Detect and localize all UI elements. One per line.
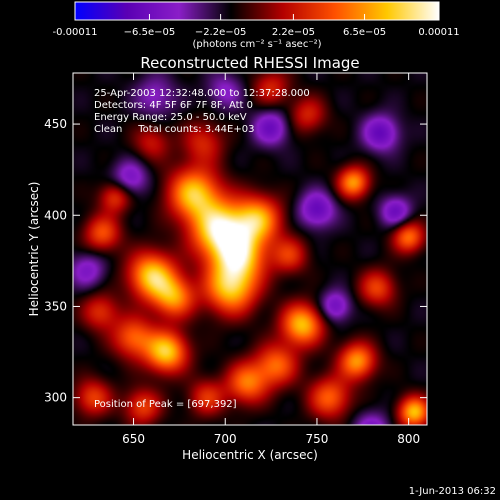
colorbar	[74, 1, 440, 21]
y-axis-ticks: 300 350 400 450	[44, 117, 427, 405]
heatmap-canvas	[73, 73, 427, 425]
colorbar-ticks: -0.00011 −6.5e−05 −2.2e−05 2.2e−05 6.5e−05 0.…	[53, 14, 460, 38]
y-axis-label: Heliocentric Y (arcsec)	[27, 182, 41, 317]
x-axis-label: Heliocentric X (arcsec)	[182, 448, 318, 462]
colorbar-tick-label: 0.00011	[418, 27, 459, 38]
colorbar-tick-label: −2.2e−05	[195, 27, 247, 38]
x-tick-label: 800	[397, 432, 420, 446]
plot-frame	[72, 72, 428, 426]
image-area	[72, 72, 428, 426]
colorbar-tick-label: -0.00011	[53, 27, 98, 38]
annotation-time-range: 25-Apr-2003 12:32:48.000 to 12:37:28.000	[94, 88, 310, 99]
annotation-detectors: Detectors: 4F 5F 6F 7F 8F, Att 0	[94, 100, 253, 111]
colorbar-unit-label: (photons cm⁻² s⁻¹ asec⁻²)	[192, 39, 321, 50]
y-tick-label: 350	[44, 299, 67, 313]
chart-title: Reconstructed RHESSI Image	[140, 54, 359, 72]
annotation-method-counts: Clean Total counts: 3.44E+03	[94, 124, 254, 135]
colorbar-tick-label: 6.5e−05	[343, 27, 386, 38]
colorbar-tick-label: −6.5e−05	[124, 27, 176, 38]
annotation-energy-range: Energy Range: 25.0 - 50.0 keV	[94, 112, 247, 123]
x-tick-label: 700	[214, 432, 237, 446]
x-tick-label: 750	[305, 432, 328, 446]
y-tick-label: 300	[44, 391, 67, 405]
peak-position-label: Position of Peak = [697,392]	[94, 399, 237, 410]
annotation-block: 25-Apr-2003 12:32:48.000 to 12:37:28.000…	[94, 88, 310, 135]
x-tick-label: 650	[122, 432, 145, 446]
colorbar-tick-label: 2.2e−05	[272, 27, 315, 38]
y-tick-label: 400	[44, 208, 67, 222]
x-axis-ticks: 650 700 750 800	[122, 73, 420, 446]
y-tick-label: 450	[44, 117, 67, 131]
footer-timestamp: 1-Jun-2013 06:32	[409, 486, 496, 497]
